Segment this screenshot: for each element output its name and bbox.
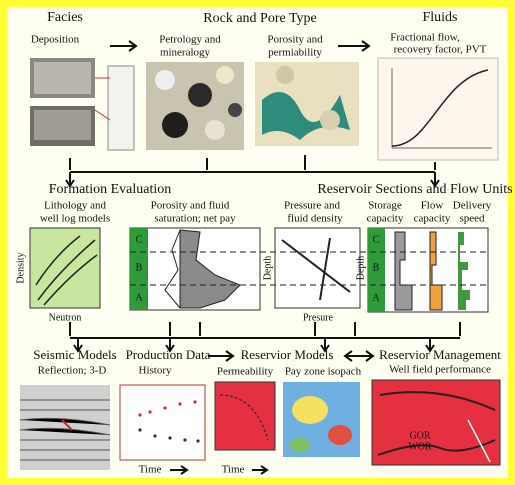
label: Time xyxy=(222,464,245,476)
label: speed xyxy=(459,213,485,225)
label: Delivery xyxy=(453,200,492,212)
label: Petrology and xyxy=(159,34,221,46)
section-title: Production Data xyxy=(126,347,211,362)
label: Porosity and xyxy=(267,34,323,46)
axis-label: Depth xyxy=(355,256,366,280)
axis-label: Neutron xyxy=(49,312,82,323)
section-title: Reservoir Sections and Flow Units xyxy=(317,182,512,197)
label: fluid density xyxy=(287,213,343,225)
label: Fractional flow, xyxy=(390,32,460,44)
connector xyxy=(65,155,440,188)
zone-label: A xyxy=(135,292,143,303)
label: mineralogy xyxy=(160,47,211,59)
zone-label: C xyxy=(136,234,143,245)
label: saturation; net pay xyxy=(154,213,236,225)
petrology-image xyxy=(146,62,244,150)
section-title: Formation Evaluation xyxy=(49,182,171,197)
label: Flow xyxy=(421,200,444,212)
arrow xyxy=(338,40,371,52)
permeability-image xyxy=(214,381,276,451)
isopach-map xyxy=(283,382,360,457)
arrow xyxy=(110,40,138,52)
label: Time xyxy=(139,464,162,476)
porosity-saturation-panel xyxy=(129,227,261,311)
axis-label: Depth xyxy=(262,256,273,280)
management-image xyxy=(371,379,501,466)
zone-label: C xyxy=(373,234,380,245)
section-title: Reservior Models xyxy=(241,347,334,362)
section-title: Rock and Pore Type xyxy=(203,11,316,26)
label: Pay zone isopach xyxy=(285,366,362,378)
arrow xyxy=(208,350,235,362)
label: well log models xyxy=(40,213,110,225)
connector xyxy=(69,322,461,353)
label: Porosity and fluid xyxy=(151,200,230,212)
axis-label: Density xyxy=(15,252,26,283)
section-title: Fluids xyxy=(422,10,457,25)
facies-images xyxy=(30,58,135,151)
label: recovery factor, PVT xyxy=(394,44,487,56)
label: Lithology and xyxy=(44,200,107,212)
label: GOR xyxy=(409,430,430,441)
zone-label: A xyxy=(372,292,380,303)
section-title: Facies xyxy=(47,10,83,25)
arrow xyxy=(170,465,269,475)
label: WOR xyxy=(408,441,432,452)
label: Pressure and xyxy=(284,200,340,212)
production-chart xyxy=(119,384,206,461)
label: Deposition xyxy=(31,34,80,46)
zone-label: B xyxy=(373,262,380,273)
section-title: Seismic Models xyxy=(33,347,116,362)
arrow xyxy=(343,350,375,362)
zone-label: B xyxy=(136,262,143,273)
seismic-image xyxy=(19,385,111,470)
axis-label: Presure xyxy=(303,312,334,323)
label: capacity xyxy=(414,213,451,225)
label: Reflection; 3-D xyxy=(38,365,107,377)
label: permiability xyxy=(268,47,322,59)
pressure-panel xyxy=(274,227,361,309)
permeability-curve xyxy=(219,394,269,441)
label: History xyxy=(139,365,173,377)
label: Well field performance xyxy=(389,364,491,376)
lithology-panel xyxy=(29,227,101,309)
label: Permeability xyxy=(217,366,274,378)
section-title: Reservior Management xyxy=(379,347,501,362)
porosity-image xyxy=(255,62,359,146)
label: Storage xyxy=(368,200,402,212)
fractional-flow-chart xyxy=(377,57,499,161)
flow-units-panel xyxy=(367,227,489,313)
zone-boundary xyxy=(130,251,490,286)
label: capacity xyxy=(367,213,404,225)
